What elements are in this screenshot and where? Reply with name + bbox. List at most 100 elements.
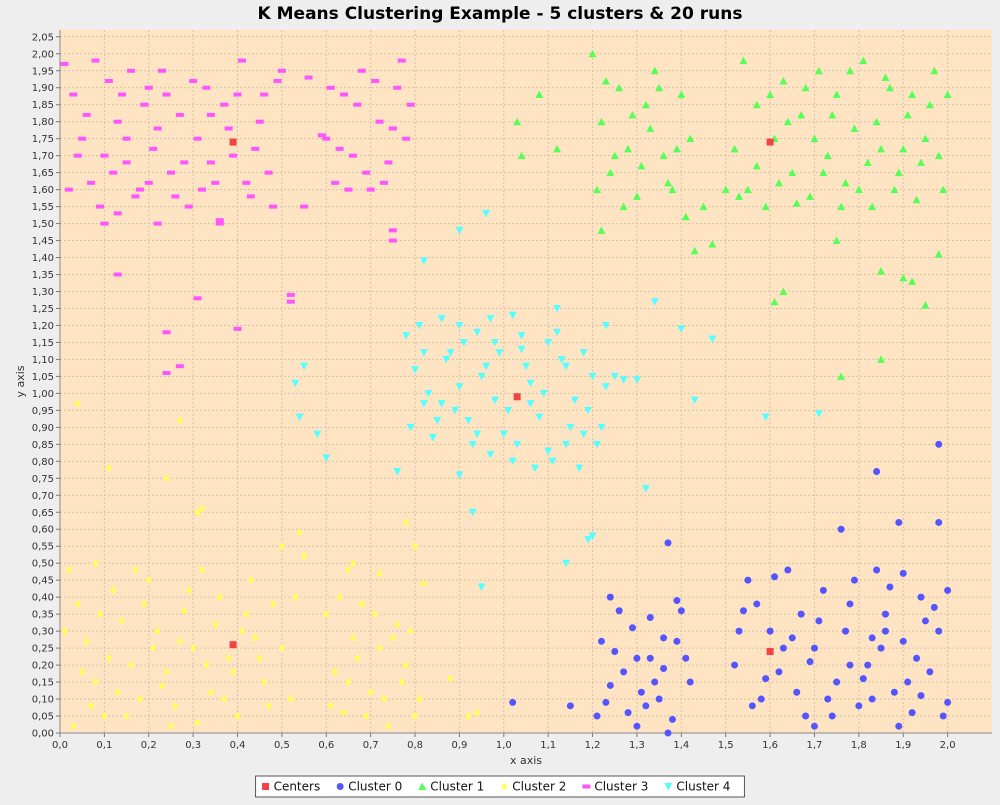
data-point — [504, 406, 513, 415]
legend-marker — [501, 782, 508, 791]
data-point — [930, 66, 939, 75]
data-point — [162, 92, 171, 97]
y-tick-label: 1,55 — [32, 202, 54, 213]
y-tick-label: 1,00 — [32, 389, 54, 400]
data-point — [850, 576, 858, 584]
data-point — [358, 599, 365, 608]
data-point — [606, 168, 615, 177]
x-tick-label: 1,2 — [585, 740, 601, 751]
data-point — [899, 144, 908, 153]
data-point — [730, 144, 739, 153]
data-point — [553, 144, 562, 153]
data-point — [881, 627, 889, 635]
data-point — [681, 212, 690, 221]
data-point — [748, 702, 756, 710]
data-point — [376, 569, 383, 578]
data-point — [385, 722, 392, 731]
data-point — [388, 228, 397, 233]
data-point — [629, 624, 637, 632]
data-point — [535, 90, 544, 99]
data-point — [859, 56, 868, 65]
y-tick-label: 1,30 — [32, 287, 54, 298]
data-point — [561, 559, 570, 568]
data-point — [788, 634, 796, 642]
data-point — [739, 56, 748, 65]
x-tick-label: 0,0 — [52, 740, 68, 751]
y-tick-label: 0,60 — [32, 525, 54, 536]
data-point — [833, 678, 841, 686]
data-point — [593, 712, 601, 720]
series-cluster-1 — [513, 49, 952, 380]
data-point — [412, 712, 419, 721]
grid — [59, 30, 992, 734]
data-point — [224, 126, 233, 131]
series-centers — [229, 138, 774, 655]
data-point — [863, 158, 872, 166]
data-point — [163, 474, 170, 483]
data-point — [677, 325, 686, 333]
data-point — [149, 146, 158, 151]
data-point — [770, 297, 779, 306]
data-point — [824, 695, 832, 703]
data-point — [135, 187, 144, 192]
legend-label: Cluster 4 — [676, 780, 730, 794]
x-tick-label: 0,1 — [96, 740, 112, 751]
y-tick-label: 0,80 — [32, 457, 54, 468]
data-point — [270, 599, 277, 608]
data-point — [420, 579, 427, 588]
data-point — [912, 195, 921, 204]
legend-item: Cluster 0 — [336, 780, 402, 794]
data-point — [78, 136, 87, 141]
data-point — [465, 712, 472, 721]
data-point — [203, 661, 210, 670]
data-point — [842, 627, 850, 635]
y-tick-label: 2,00 — [32, 49, 54, 60]
y-tick-label: 0,35 — [32, 610, 54, 621]
data-point — [105, 654, 112, 663]
x-tick-label: 1,3 — [629, 740, 645, 751]
data-point — [553, 304, 562, 313]
data-point — [610, 151, 619, 160]
data-point — [846, 661, 854, 669]
x-tick-label: 0,4 — [230, 740, 246, 751]
data-point — [127, 68, 136, 73]
data-point — [593, 440, 602, 449]
data-point — [313, 430, 322, 439]
data-point — [602, 698, 610, 706]
data-point — [175, 364, 184, 369]
legend-item: Cluster 2 — [501, 780, 566, 794]
data-point — [345, 678, 352, 687]
data-point — [548, 457, 557, 466]
data-point — [802, 712, 810, 720]
y-tick-label: 2,05 — [32, 32, 54, 43]
data-point — [735, 627, 743, 635]
data-point — [403, 661, 410, 670]
data-point — [664, 729, 672, 737]
data-point — [277, 68, 286, 73]
legend-box — [255, 775, 745, 798]
data-point — [499, 430, 508, 439]
data-point — [584, 406, 593, 415]
data-point — [743, 185, 752, 194]
data-point — [624, 144, 633, 153]
data-point — [88, 701, 95, 710]
data-point — [779, 76, 788, 85]
data-point — [437, 315, 446, 323]
data-point — [761, 413, 770, 422]
data-point — [757, 695, 765, 703]
data-point — [792, 199, 801, 207]
data-point — [291, 379, 300, 388]
data-point — [145, 576, 152, 585]
data-point — [477, 583, 486, 591]
data-point — [934, 250, 943, 258]
data-point — [490, 338, 499, 347]
data-point — [225, 654, 232, 663]
data-point — [934, 151, 943, 160]
data-point — [363, 712, 370, 721]
data-point — [655, 83, 664, 92]
data-point — [181, 606, 188, 615]
center-point — [513, 393, 521, 401]
data-point — [588, 372, 597, 381]
data-point — [619, 202, 628, 211]
data-point — [215, 218, 224, 223]
